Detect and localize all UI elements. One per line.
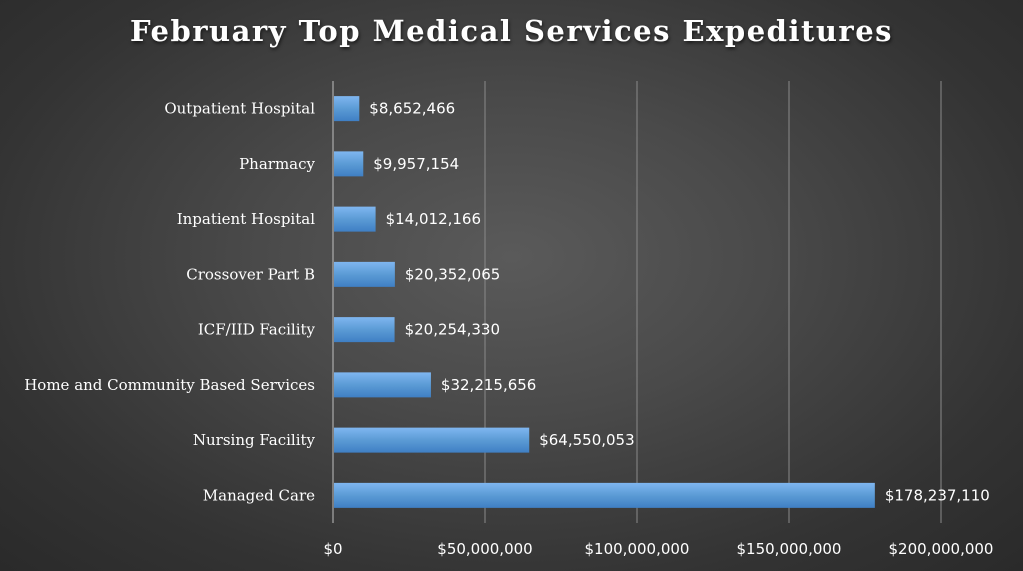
category-label: Pharmacy [239,155,315,173]
x-tick-label: $0 [323,540,342,558]
bar [334,427,530,453]
chart-title: February Top Medical Services Expediture… [129,14,893,48]
x-tick-label: $150,000,000 [737,540,842,558]
data-label: $14,012,166 [386,210,481,228]
category-label: Outpatient Hospital [164,100,315,118]
category-label: Home and Community Based Services [24,376,315,394]
data-label: $20,254,330 [405,321,500,339]
data-label: $64,550,053 [539,431,634,449]
category-label: ICF/IID Facility [198,321,316,339]
category-label: Crossover Part B [186,265,315,283]
data-label: $8,652,466 [369,100,455,118]
bar [334,96,360,122]
bar [334,206,376,232]
category-label: Managed Care [203,486,315,504]
data-label: $178,237,110 [885,486,990,504]
x-tick-label: $100,000,000 [585,540,690,558]
labels: $0 $50,000,000 $100,000,000 $150,000,000 $20… [24,100,993,558]
bar [334,372,431,398]
data-label: $20,352,065 [405,265,500,283]
bar [334,317,395,343]
bar [334,151,364,177]
x-tick-label: $50,000,000 [437,540,532,558]
data-label: $9,957,154 [373,155,459,173]
data-label: $32,215,656 [441,376,536,394]
category-label: Inpatient Hospital [177,210,315,228]
x-tick-label: $200,000,000 [889,540,994,558]
bar [334,261,395,287]
gridlines [332,81,942,523]
bar [334,482,875,508]
bars [334,96,875,508]
category-label: Nursing Facility [193,431,316,449]
